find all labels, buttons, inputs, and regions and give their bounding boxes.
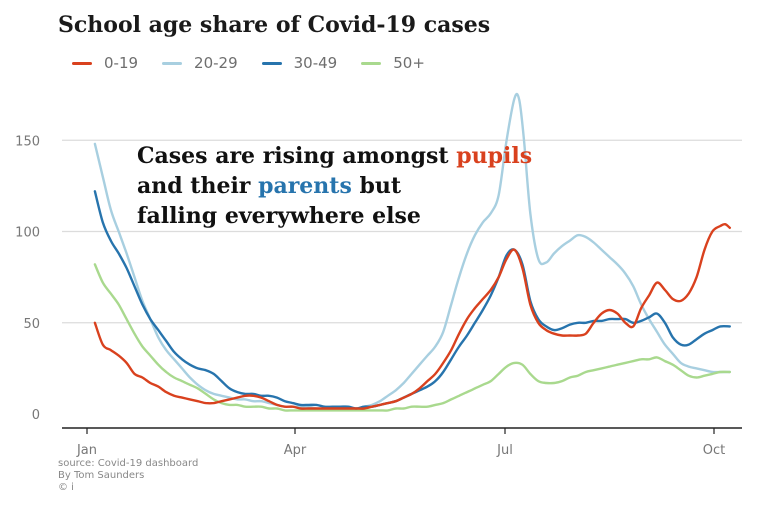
y-tick-label: 50 — [23, 317, 40, 332]
annotation-text-1a: Cases are rising amongst — [137, 143, 456, 169]
source-line: source: Covid-19 dashboard — [58, 458, 199, 469]
gridlines — [62, 139, 742, 324]
legend-item-0-19: 0-19 — [72, 54, 138, 72]
legend-swatch-20-29 — [162, 61, 183, 65]
legend: 0-19 20-29 30-49 50+ — [72, 53, 449, 73]
annotation-line-3: falling everywhere else — [137, 203, 421, 229]
y-axis-ticks: 0 50 100 150 — [15, 134, 40, 423]
source-credit: source: Covid-19 dashboard By Tom Saunde… — [58, 458, 198, 494]
annotation-highlight-parents: parents — [258, 173, 352, 199]
series-line-50-plus — [93, 263, 731, 412]
x-tick-label-jan: Jan — [76, 443, 97, 458]
legend-label-30-49: 30-49 — [293, 54, 338, 72]
y-tick-label: 100 — [15, 226, 40, 241]
legend-swatch-50-plus — [361, 61, 382, 65]
chart-title: School age share of Covid-19 cases — [58, 12, 491, 38]
series-lines — [93, 92, 731, 412]
x-tick-label-oct: Oct — [703, 443, 725, 458]
legend-label-0-19: 0-19 — [104, 54, 139, 72]
y-tick-label: 0 — [32, 408, 40, 423]
x-axis: Jan Apr Jul Oct — [62, 427, 742, 458]
legend-swatch-30-49 — [261, 61, 282, 65]
legend-label-50-plus: 50+ — [393, 54, 425, 72]
legend-label-20-29: 20-29 — [194, 54, 238, 72]
annotation-line-2: and their parents but — [137, 173, 402, 199]
series-line-20-29 — [93, 92, 731, 410]
legend-item-30-49: 30-49 — [261, 54, 338, 72]
x-tick-label-apr: Apr — [284, 443, 307, 458]
legend-swatch-0-19 — [72, 61, 92, 65]
annotation-text-2c: but — [352, 173, 402, 199]
copyright: © i — [58, 482, 74, 493]
annotation-line-1: Cases are rising amongst pupils — [137, 143, 532, 169]
series-line-0-19 — [93, 222, 731, 410]
y-tick-label: 150 — [15, 134, 40, 149]
legend-item-20-29: 20-29 — [162, 54, 238, 72]
annotation-highlight-pupils: pupils — [456, 143, 532, 169]
x-tick-label-jul: Jul — [496, 443, 513, 458]
legend-item-50-plus: 50+ — [361, 54, 425, 72]
byline: By Tom Saunders — [58, 470, 145, 481]
annotation-text-3a: falling everywhere else — [137, 203, 421, 229]
annotation-text-2a: and their — [137, 173, 258, 199]
